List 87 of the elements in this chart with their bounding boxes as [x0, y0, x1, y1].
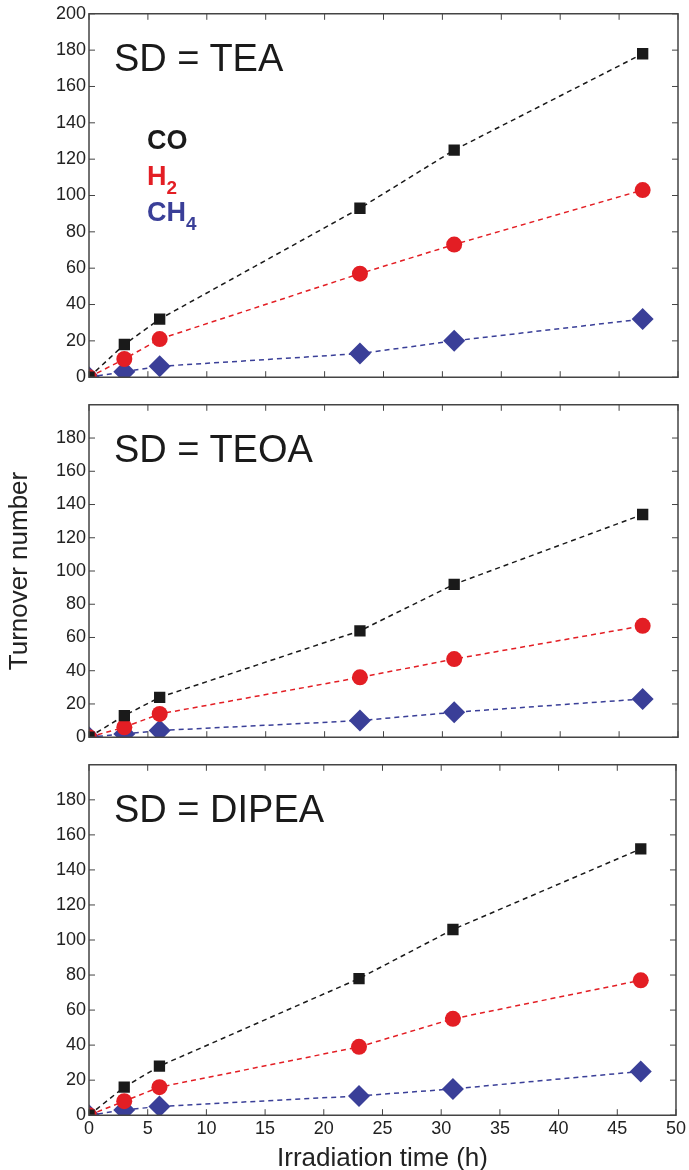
- x-tick-label: 10: [196, 1117, 217, 1138]
- y-tick-label: 80: [65, 593, 86, 614]
- y-tick-label: 20: [65, 1069, 86, 1090]
- x-tick-label: 20: [313, 1117, 334, 1138]
- point: [629, 1060, 652, 1083]
- point: [353, 972, 365, 985]
- y-tick-label: 120: [55, 148, 86, 169]
- y-tick-label: 180: [55, 788, 86, 809]
- y-tick-label: 140: [55, 858, 86, 879]
- point: [444, 1010, 461, 1027]
- y-tick-label: 60: [65, 626, 86, 647]
- x-axis-title: Irradiation time (h): [277, 1141, 488, 1170]
- point: [446, 651, 463, 668]
- point: [154, 313, 166, 325]
- point: [116, 1093, 133, 1110]
- point: [637, 48, 649, 60]
- point: [151, 705, 168, 722]
- y-tick-label: 100: [55, 559, 86, 580]
- point: [448, 578, 460, 590]
- y-tick-label: 100: [55, 184, 86, 205]
- y-tick-label: 160: [55, 460, 86, 481]
- y-tick-label: 0: [75, 726, 86, 747]
- point: [348, 709, 371, 732]
- point: [351, 265, 368, 282]
- point: [351, 669, 368, 686]
- point: [446, 236, 463, 253]
- point: [447, 923, 459, 936]
- point: [443, 329, 466, 352]
- y-tick-label: 100: [55, 928, 86, 949]
- point: [154, 691, 166, 703]
- y-tick-label: 20: [65, 329, 86, 350]
- x-tick-label: 25: [372, 1117, 393, 1138]
- x-tick-label: 35: [489, 1117, 510, 1138]
- point: [116, 351, 133, 368]
- y-tick-label: 160: [55, 823, 86, 844]
- y-tick-label: 0: [75, 366, 86, 387]
- text: CO: [147, 124, 188, 155]
- y-tick-label: 60: [65, 257, 86, 278]
- x-tick-label: 15: [255, 1117, 276, 1138]
- point: [151, 331, 168, 348]
- point: [354, 625, 366, 637]
- point: [637, 508, 649, 521]
- point: [118, 1081, 130, 1093]
- point: [348, 1084, 371, 1107]
- y-tick-label: 180: [55, 39, 86, 60]
- y-tick-label: 80: [65, 220, 86, 241]
- point: [354, 202, 366, 214]
- point: [634, 617, 651, 634]
- x-tick-label: 30: [431, 1117, 452, 1138]
- x-tick-label: 40: [548, 1117, 569, 1138]
- point: [348, 342, 371, 365]
- point: [148, 355, 171, 378]
- point: [151, 1079, 168, 1096]
- point: [635, 843, 647, 855]
- point: [148, 1095, 171, 1116]
- point: [441, 1077, 464, 1100]
- y-tick-label: 180: [55, 427, 86, 448]
- y-tick-label: 120: [55, 893, 86, 914]
- y-tick-label: 80: [65, 964, 86, 985]
- y-tick-label: 60: [65, 999, 86, 1020]
- point: [118, 709, 130, 722]
- point: [118, 338, 130, 351]
- point: [631, 308, 654, 331]
- y-tick-label: 140: [55, 493, 86, 514]
- text: SD = TEA: [114, 36, 284, 79]
- y-tick-label: 200: [55, 2, 86, 23]
- point: [632, 972, 649, 989]
- y-axis-title: Turnover number: [2, 471, 33, 671]
- y-tick-label: 40: [65, 293, 86, 314]
- y-tick-label: 40: [65, 1034, 86, 1055]
- x-tick-label: 5: [142, 1117, 153, 1138]
- text: SD = TEOA: [114, 427, 314, 470]
- point: [448, 144, 460, 156]
- text: SD = DIPEA: [114, 787, 325, 830]
- point: [631, 687, 654, 710]
- y-tick-label: 40: [65, 659, 86, 680]
- y-tick-label: 120: [55, 526, 86, 547]
- y-tick-label: 20: [65, 692, 86, 713]
- point: [443, 701, 466, 724]
- x-tick-label: 50: [665, 1117, 686, 1138]
- x-tick-label: 45: [607, 1117, 628, 1138]
- y-tick-label: 140: [55, 111, 86, 132]
- y-tick-label: 0: [75, 1104, 86, 1125]
- point: [153, 1060, 166, 1072]
- point: [351, 1038, 368, 1055]
- point: [634, 182, 651, 199]
- y-tick-label: 160: [55, 75, 86, 96]
